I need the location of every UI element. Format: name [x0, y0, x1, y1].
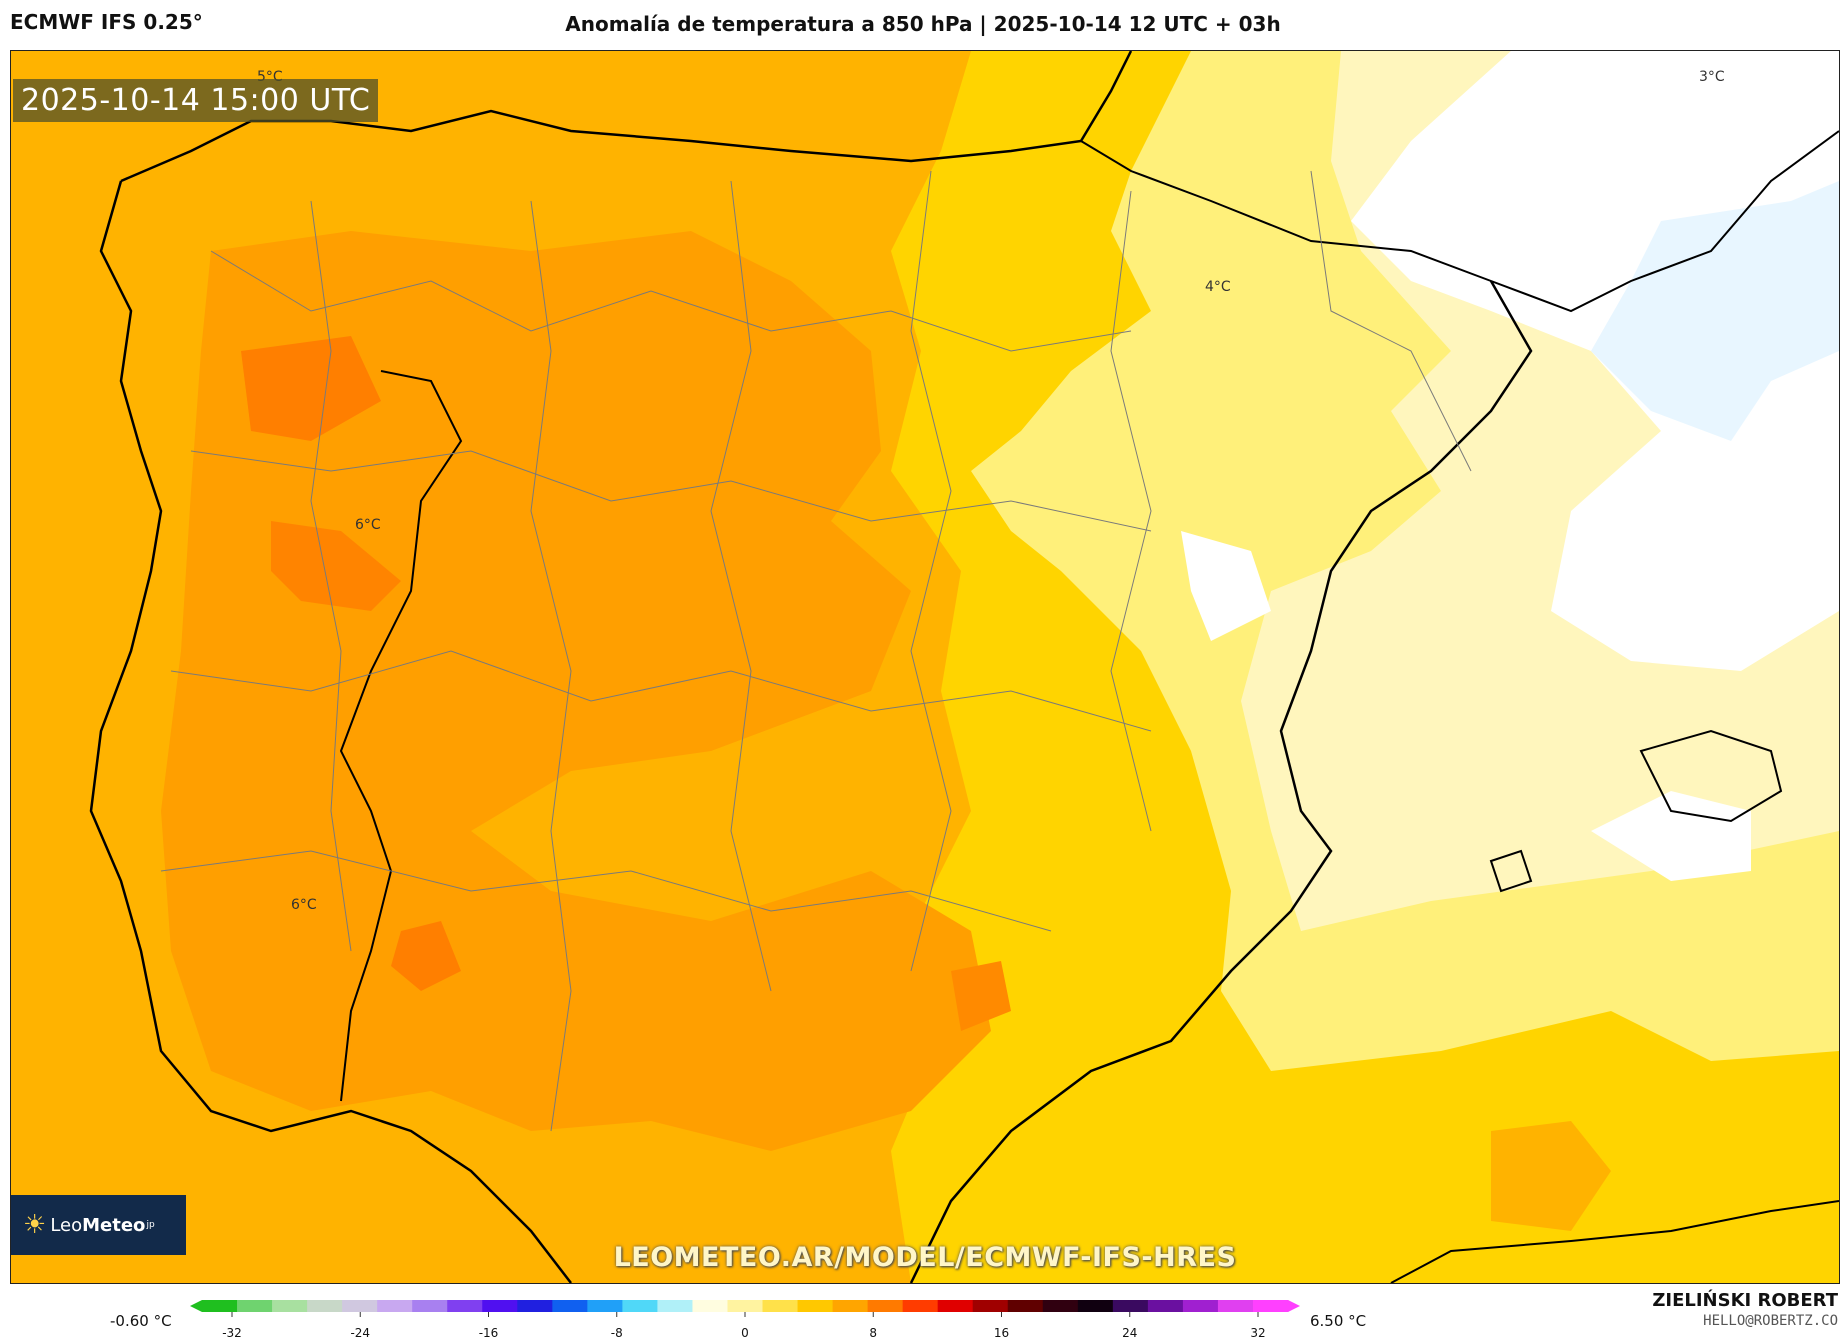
colorbar: -0.60 °C -32 -24 -16 -8 0 8 16 24 32 6.50 °C — [0, 1292, 1846, 1340]
colorbar-tick-label: -8 — [610, 1326, 623, 1340]
colorbar-swatch — [902, 1300, 939, 1312]
colorbar-swatch — [1252, 1300, 1289, 1312]
colorbar-right-arrow — [1288, 1300, 1300, 1312]
colorbar-swatch — [447, 1300, 483, 1312]
model-name: ECMWF IFS 0.25° — [10, 10, 203, 34]
colorbar-gradient — [190, 1300, 1300, 1317]
map-title: Anomalía de temperatura a 850 hPa | 2025… — [565, 12, 1281, 36]
author-name: ZIELIŃSKI ROBERT — [1652, 1290, 1838, 1311]
author-credit: ZIELIŃSKI ROBERT HELLO@ROBERTZ.CO — [1652, 1290, 1838, 1329]
colorbar-left-arrow — [190, 1300, 202, 1312]
colorbar-swatch — [1112, 1300, 1149, 1312]
colorbar-swatch — [1042, 1300, 1079, 1312]
colorbar-swatch — [972, 1300, 1009, 1312]
colorbar-swatch — [1182, 1300, 1219, 1312]
colorbar-tick-label: -32 — [222, 1326, 242, 1340]
colorbar-swatch — [727, 1300, 764, 1312]
field-orange — [161, 231, 991, 1151]
colorbar-swatch — [797, 1300, 834, 1312]
colorbar-tick-label: 32 — [1250, 1326, 1266, 1340]
isotherm-label-4: 4°C — [1205, 279, 1231, 295]
field-light-blue — [1591, 181, 1839, 441]
colorbar-swatch — [412, 1300, 448, 1312]
sun-icon: ☀ — [23, 1210, 47, 1240]
colorbar-swatch — [307, 1300, 343, 1312]
colorbar-swatch — [1007, 1300, 1044, 1312]
colorbar-swatch — [692, 1300, 728, 1312]
island-ibiza — [1489, 849, 1533, 893]
colorbar-swatch — [377, 1300, 413, 1312]
colorbar-swatch — [342, 1300, 378, 1312]
colorbar-tick-label: 16 — [993, 1326, 1010, 1340]
colorbar-swatch — [657, 1300, 693, 1312]
colorbar-tick-label: -24 — [350, 1326, 371, 1340]
colorbar-swatch — [1077, 1300, 1114, 1312]
colorbar-tick-label: 24 — [1122, 1326, 1138, 1340]
colorbar-tick-label: 0 — [741, 1326, 749, 1340]
province-lines — [160, 170, 1472, 1132]
field-dark-orange — [241, 336, 381, 441]
colorbar-tick-label: 8 — [869, 1326, 878, 1340]
colorbar-swatch — [587, 1300, 623, 1312]
colorbar-swatch — [1217, 1300, 1254, 1312]
colorbar-swatch — [762, 1300, 799, 1312]
coastline-west — [89, 180, 572, 1283]
border-portugal — [339, 370, 463, 1102]
colorbar-swatch — [482, 1300, 518, 1312]
colorbar-swatch — [272, 1300, 308, 1312]
coastline-africa — [1390, 1200, 1839, 1283]
colorbar-swatch — [622, 1300, 658, 1312]
author-email[interactable]: HELLO@ROBERTZ.CO — [1703, 1313, 1838, 1329]
anomaly-map — [11, 51, 1839, 1283]
colorbar-swatch — [937, 1300, 974, 1312]
isotherm-label-3: 3°C — [1699, 69, 1725, 85]
field-white — [1351, 51, 1839, 671]
colorbar-tick-label: -16 — [478, 1326, 499, 1340]
colorbar-max-label: 6.50 °C — [1310, 1312, 1367, 1330]
colorbar-swatch — [202, 1300, 238, 1312]
valid-time-badge: 2025-10-14 15:00 UTC — [13, 79, 379, 122]
leometeo-logo[interactable]: ☀ Leo Meteo jp — [11, 1195, 186, 1255]
isotherm-label-6a: 6°C — [355, 517, 381, 533]
colorbar-swatch — [517, 1300, 553, 1312]
colorbar-swatch — [552, 1300, 588, 1312]
map-panel: 5°C 3°C 4°C 6°C 6°C 2025-10-14 15:00 UTC… — [10, 50, 1840, 1284]
isotherm-label-6b: 6°C — [291, 897, 317, 913]
colorbar-swatch — [237, 1300, 273, 1312]
colorbar-swatch — [832, 1300, 869, 1312]
colorbar-min-label: -0.60 °C — [110, 1312, 172, 1330]
island-mallorca — [1639, 729, 1783, 823]
source-url: LEOMETEO.AR/MODEL/ECMWF-IFS-HRES — [613, 1242, 1237, 1273]
coastline-east — [909, 280, 1533, 1283]
colorbar-swatch — [1147, 1300, 1184, 1312]
colorbar-swatch — [867, 1300, 904, 1312]
